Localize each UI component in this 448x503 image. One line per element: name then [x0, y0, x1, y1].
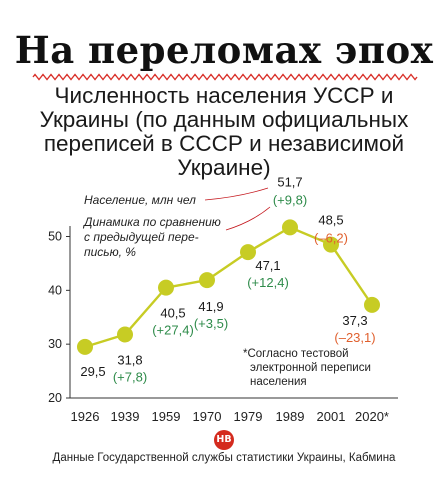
data-point	[364, 296, 380, 313]
y-tick-label: 30	[48, 337, 62, 351]
x-tick-label: 1989	[276, 409, 305, 424]
value-label: 51,7	[277, 174, 302, 189]
y-tick-label: 50	[48, 230, 62, 244]
data-point	[282, 219, 298, 236]
y-tick-label: 20	[48, 391, 62, 405]
change-label: (+9,8)	[273, 192, 307, 207]
legend-dynamics-line3: писью, %	[84, 245, 136, 259]
x-tick-label: 1970	[193, 409, 222, 424]
chart-subtitle: Численность населения УССР и Украины (по…	[39, 83, 409, 180]
change-label: (–6,2)	[314, 231, 348, 246]
note-line3: населения	[250, 376, 307, 388]
data-point	[117, 326, 133, 343]
data-point	[240, 244, 256, 261]
data-point	[158, 279, 174, 296]
wavy-divider	[32, 73, 418, 81]
change-label: (+7,8)	[113, 369, 147, 384]
legend-dynamics-line2: с предыдущей пере-	[84, 230, 199, 244]
value-label: 31,8	[117, 352, 142, 367]
data-point	[77, 338, 93, 355]
change-label: (+27,4)	[152, 323, 194, 338]
data-point	[199, 272, 215, 289]
legend-dynamics-line1: Динамика по сравнению	[82, 215, 221, 229]
nv-logo: НВ	[214, 430, 234, 450]
source-footer: Данные Государственной службы статистики…	[52, 452, 396, 464]
x-tick-label: 1979	[234, 409, 263, 424]
data-point	[323, 236, 339, 253]
x-tick-label: 2020*	[355, 409, 389, 424]
legend-population: Население, млн чел	[84, 193, 196, 207]
legend-dynamics-pointer	[225, 206, 271, 231]
value-label: 41,9	[198, 299, 223, 314]
page-title: На переломах эпох	[14, 28, 434, 72]
change-label: (+12,4)	[247, 275, 289, 290]
x-tick-label: 1959	[152, 409, 181, 424]
value-label: 48,5	[318, 213, 343, 228]
x-tick-label: 1926	[71, 409, 100, 424]
value-label: 29,5	[80, 364, 105, 379]
note-line1: *Согласно тестовой	[243, 348, 349, 360]
value-label: 47,1	[255, 258, 280, 273]
change-label: (–23,1)	[334, 330, 375, 345]
x-tick-label: 2001	[317, 409, 346, 424]
change-label: (+3,5)	[194, 316, 228, 331]
note-line2: электронной переписи	[250, 362, 371, 374]
x-tick-label: 1939	[111, 409, 140, 424]
value-label: 37,3	[342, 313, 367, 328]
value-label: 40,5	[160, 306, 185, 321]
y-tick-label: 40	[48, 283, 62, 297]
legend-population-pointer	[204, 187, 269, 201]
